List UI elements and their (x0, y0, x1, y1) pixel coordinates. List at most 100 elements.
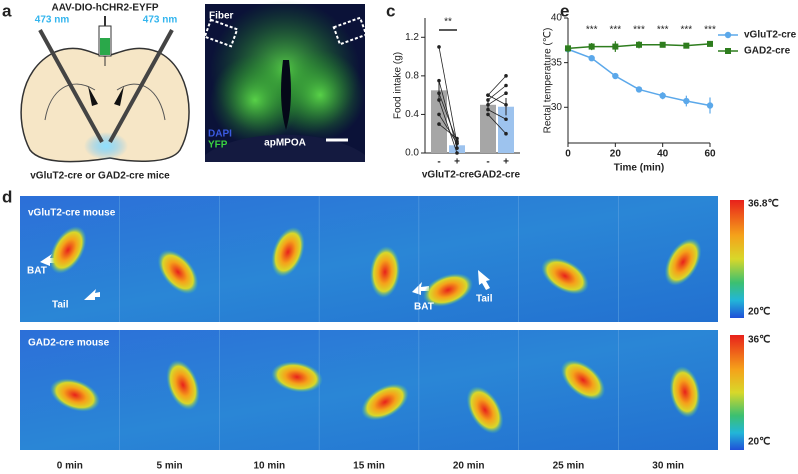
arrow-label: Tail (476, 294, 493, 305)
pair-point (486, 102, 490, 107)
marker (725, 48, 731, 54)
pair-point (486, 107, 490, 112)
panel-label: a (2, 1, 12, 20)
scale-label: 20℃ (748, 307, 770, 318)
micrograph (203, 0, 368, 162)
pair-point (504, 91, 508, 96)
pair-point (504, 83, 508, 88)
marker (659, 41, 666, 48)
pair-point (455, 146, 459, 150)
y-axis-label: Rectal temperature (℃) (543, 28, 554, 134)
pair-point (437, 98, 441, 102)
pair-line (487, 85, 507, 101)
mouse-heat (466, 386, 504, 434)
mouse-heat (271, 361, 323, 393)
bar (431, 90, 447, 153)
marker (635, 86, 643, 93)
significance: *** (704, 25, 716, 36)
marker (724, 31, 732, 39)
pair-point (504, 102, 508, 107)
marker (683, 97, 690, 105)
time-label: 10 min (253, 461, 285, 472)
pair-point (486, 93, 490, 97)
y-tick-label: 0.0 (405, 148, 419, 159)
mouse-heat (49, 226, 87, 274)
pair-point (437, 122, 441, 126)
pair-line (438, 123, 458, 139)
significance: *** (586, 25, 598, 36)
arrow-label: Tail (52, 300, 69, 311)
mouse-heat (369, 246, 401, 298)
pair-point (504, 131, 508, 136)
bar (498, 106, 514, 153)
time-label: 30 min (652, 461, 684, 472)
caption: vGluT2-cre or GAD2-cre mice (30, 171, 170, 182)
brain-diagram (20, 16, 190, 163)
significance: *** (609, 25, 621, 36)
group-label: vGluT2-cre (422, 170, 475, 181)
pair-line (487, 114, 507, 134)
x-tick-label: - (486, 157, 489, 168)
group-label: GAD2-cre (474, 170, 521, 181)
pair-line (487, 94, 507, 106)
significance: *** (657, 25, 669, 36)
thermal-frames (20, 196, 744, 450)
scale-label: 36.8℃ (748, 199, 779, 210)
pair-line (438, 80, 458, 149)
pair-point (455, 151, 459, 155)
y-axis-label: Food intake (g) (393, 52, 404, 119)
scale-label: 20℃ (748, 437, 770, 448)
pair-point (437, 91, 441, 96)
y-tick-label: 35 (551, 57, 563, 68)
panel-label: e (560, 1, 569, 20)
y-tick-label: 0.8 (405, 70, 419, 81)
bar (480, 104, 496, 153)
significance: *** (633, 25, 645, 36)
marker (588, 54, 595, 62)
x-tick-label: + (454, 157, 460, 168)
laser-label: 473 nm (35, 15, 70, 26)
pair-point (486, 112, 490, 117)
x-tick-label: 0 (565, 149, 571, 160)
stain-label: DAPI (208, 129, 232, 140)
pair-line (487, 109, 507, 120)
x-tick-label: + (503, 157, 509, 168)
mouse-heat (157, 249, 199, 295)
mouse-heat (560, 359, 606, 401)
arrow-label: BAT (27, 266, 47, 277)
marker (659, 92, 666, 99)
pair-line (487, 75, 507, 96)
y-tick-label: 0.4 (405, 109, 419, 120)
x-tick-label: 40 (657, 149, 669, 160)
mouse-heat (664, 238, 702, 286)
stain-label: YFP (208, 140, 228, 151)
x-tick-label: 60 (704, 149, 716, 160)
legend-label: GAD2-cre (744, 46, 791, 57)
mouse-heat (271, 227, 305, 277)
strip-title: vGluT2-cre mouse (28, 208, 116, 219)
significance: *** (680, 25, 692, 36)
arrow-label: BAT (414, 302, 434, 313)
pair-point (504, 117, 508, 122)
pair-line (438, 114, 458, 144)
strip-title: GAD2-cre mouse (28, 338, 110, 349)
mouse-heat (361, 383, 409, 421)
pair-line (438, 93, 458, 142)
pair-line (438, 99, 458, 154)
pair-point (455, 141, 459, 146)
fiber-label: Fiber (209, 11, 234, 22)
virus-label: AAV-DIO-hCHR2-EYFP (51, 3, 158, 14)
laser-label: 473 nm (143, 15, 178, 26)
mouse-heat (50, 378, 100, 412)
y-tick-label: 1.2 (405, 32, 419, 43)
x-tick-label: - (437, 157, 440, 168)
time-label: 15 min (353, 461, 385, 472)
marker (636, 41, 642, 48)
significance: ** (444, 17, 452, 28)
mouse-heat (669, 366, 701, 418)
pair-point (437, 78, 441, 83)
marker (612, 72, 619, 80)
time-label: 0 min (57, 461, 83, 472)
x-tick-label: 20 (610, 149, 622, 160)
